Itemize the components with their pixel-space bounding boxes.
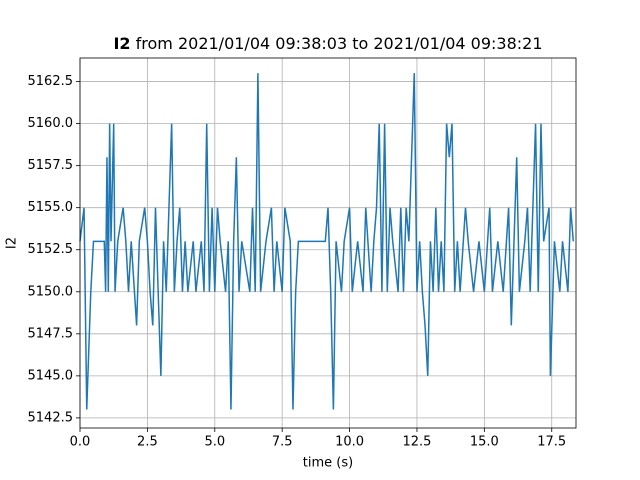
y-tick-label: 5145.0 (28, 368, 74, 383)
x-tick-label: 10.0 (335, 435, 364, 450)
y-tick-label: 5157.5 (28, 158, 74, 173)
y-tick-label: 5160.0 (28, 116, 74, 131)
x-tick-label: 2.5 (137, 435, 158, 450)
x-axis-label: time (s) (303, 456, 353, 471)
y-tick-label: 5152.5 (28, 242, 74, 257)
y-tick-label: 5142.5 (28, 410, 74, 425)
y-tick-label: 5150.0 (28, 284, 74, 299)
x-tick-label: 17.5 (537, 435, 566, 450)
x-tick-label: 0.0 (70, 435, 91, 450)
title-signal: I2 (113, 34, 130, 53)
chart-title: I2 from 2021/01/04 09:38:03 to 2021/01/0… (113, 34, 542, 53)
x-tick-label: 5.0 (204, 435, 225, 450)
x-tick-label: 12.5 (402, 435, 431, 450)
x-tick-label: 7.5 (272, 435, 293, 450)
y-tick-label: 5162.5 (28, 74, 74, 89)
data-line (79, 73, 575, 410)
plot-frame (79, 57, 577, 429)
y-tick-label: 5147.5 (28, 326, 74, 341)
y-axis-label: I2 (5, 237, 20, 249)
x-tick-label: 15.0 (470, 435, 499, 450)
y-tick-label: 5155.0 (28, 200, 74, 215)
title-range: from 2021/01/04 09:38:03 to 2021/01/04 0… (136, 34, 543, 53)
